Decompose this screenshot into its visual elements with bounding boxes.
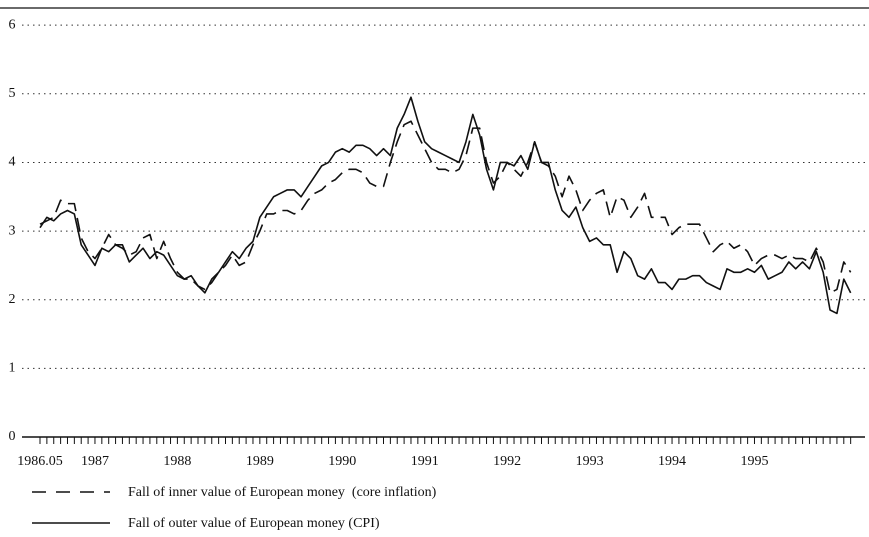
- x-tick-label: 1993: [576, 454, 604, 469]
- x-tick-label: 1989: [246, 454, 274, 469]
- y-tick-label: 6: [9, 17, 16, 32]
- x-tick-label: 1988: [163, 454, 191, 469]
- y-tick-label: 4: [9, 155, 16, 170]
- x-tick-label: 1991: [411, 454, 439, 469]
- x-tick-label: 1995: [740, 454, 768, 469]
- x-tick-label: 1990: [328, 454, 356, 469]
- series-line: [39, 96, 852, 315]
- x-tick-label: 1987: [81, 454, 109, 469]
- y-tick-label: 5: [9, 86, 16, 101]
- y-tick-label: 0: [9, 429, 16, 444]
- x-tick-label: 1994: [658, 454, 686, 469]
- y-tick-label: 3: [9, 223, 16, 238]
- legend-label: Fall of inner value of European money (c…: [128, 485, 437, 500]
- series-line: [39, 120, 852, 294]
- x-tick-label: 1992: [493, 454, 521, 469]
- x-tick-label: 1986.05: [17, 454, 63, 469]
- legend-label: Fall of outer value of European money (C…: [128, 516, 380, 531]
- y-tick-label: 1: [9, 361, 16, 376]
- y-tick-label: 2: [9, 292, 16, 307]
